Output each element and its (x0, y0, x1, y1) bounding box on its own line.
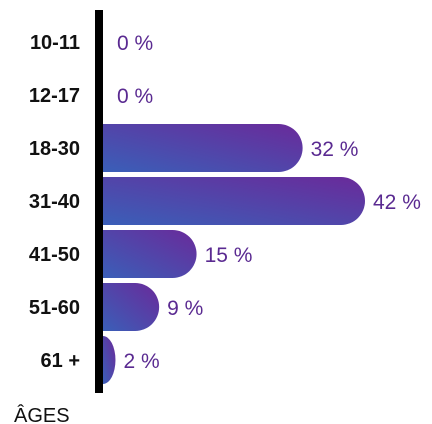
bar (103, 283, 160, 331)
value-label: 9 % (167, 297, 203, 320)
bar (103, 177, 365, 225)
value-label: 0 % (117, 32, 153, 55)
category-label: 31-40 (29, 191, 80, 213)
value-label: 32 % (311, 138, 359, 161)
bar (103, 230, 197, 278)
value-label: 42 % (373, 191, 421, 214)
bar (103, 336, 116, 384)
bars-group (103, 124, 365, 384)
category-label: 41-50 (29, 244, 80, 266)
y-axis-line (95, 10, 103, 393)
bar (103, 124, 303, 172)
category-label: 10-11 (30, 32, 80, 54)
value-label: 0 % (117, 85, 153, 108)
value-labels-group: 0 % 0 % 32 % 42 % 15 % 9 % 2 % (117, 32, 421, 373)
category-label: 18-30 (29, 138, 80, 160)
category-label: 61 + (41, 350, 80, 372)
value-label: 2 % (123, 350, 159, 373)
value-label: 15 % (205, 244, 253, 267)
category-labels-group: 10-11 12-17 18-30 31-40 41-50 51-60 61 + (29, 32, 80, 372)
axis-title: ÂGES (14, 404, 70, 424)
category-label: 51-60 (29, 297, 80, 319)
category-label: 12-17 (29, 85, 80, 107)
